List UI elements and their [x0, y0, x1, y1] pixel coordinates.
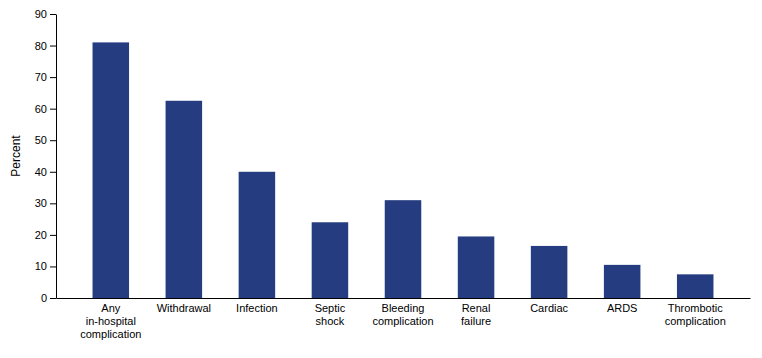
y-tick-label: 70: [35, 71, 47, 83]
x-tick: Withdrawal: [157, 302, 211, 314]
bar: [531, 246, 568, 298]
y-tick-mark: [50, 172, 56, 173]
x-tick-label-line: complication: [665, 315, 726, 327]
y-axis-title: Percent: [9, 135, 23, 177]
y-tick-mark: [50, 77, 56, 78]
x-tick-label-line: in-hospital: [86, 315, 136, 327]
x-tick: Cardiac: [530, 302, 568, 314]
x-tick-label-line: Infection: [236, 302, 278, 314]
y-tick-mark: [50, 109, 56, 110]
x-tick-label-line: complication: [372, 315, 433, 327]
x-tick-label: ARDS: [607, 302, 638, 314]
x-tick-label-line: Septic: [315, 302, 346, 314]
y-tick-label: 0: [41, 292, 47, 304]
axis-domain: [56, 15, 57, 299]
x-tick: Septicshock: [315, 302, 346, 327]
y-tick-label: 50: [35, 134, 47, 146]
bar: [385, 200, 422, 298]
y-tick-mark: [50, 266, 56, 267]
y-tick: 50: [35, 134, 56, 146]
y-tick-label: 30: [35, 197, 47, 209]
x-tick: Renalfailure: [461, 302, 491, 327]
x-tick-label-line: Withdrawal: [157, 302, 211, 314]
x-tick-label: Anyin-hospitalcomplication: [80, 302, 141, 340]
y-tick: 10: [35, 260, 56, 272]
plot: 0102030405060708090Anyin-hospitalcomplic…: [35, 8, 751, 340]
y-tick-label: 10: [35, 260, 47, 272]
y-tick: 90: [35, 8, 56, 20]
y-tick: 80: [35, 40, 56, 52]
x-tick: Infection: [236, 302, 278, 314]
x-tick-label: Infection: [236, 302, 278, 314]
x-axis: Anyin-hospitalcomplicationWithdrawalInfe…: [57, 299, 751, 341]
bars: [93, 42, 714, 298]
y-tick-mark: [50, 14, 56, 15]
y-tick: 0: [41, 292, 56, 304]
x-tick: Thromboticcomplication: [665, 302, 726, 327]
bar: [458, 236, 495, 298]
y-axis: 0 10 20 30 40 50 60 70 80 90: [35, 8, 57, 304]
x-tick: ARDS: [607, 302, 638, 314]
y-tick-label: 40: [35, 166, 47, 178]
bar: [604, 265, 641, 298]
x-tick-label: Septicshock: [315, 302, 346, 327]
y-tick: 60: [35, 103, 56, 115]
x-tick-label: Thromboticcomplication: [665, 302, 726, 327]
x-tick-label-line: failure: [461, 315, 491, 327]
x-tick-label-line: Bleeding: [382, 302, 425, 314]
x-tick: Bleedingcomplication: [372, 302, 433, 327]
bar: [166, 101, 203, 298]
y-tick-label: 60: [35, 103, 47, 115]
y-tick-label: 20: [35, 229, 47, 241]
axis-domain: [57, 298, 751, 299]
x-tick-label-line: complication: [80, 328, 141, 340]
x-tick-label-line: Any: [101, 302, 120, 314]
y-tick-mark: [50, 203, 56, 204]
y-tick-label: 80: [35, 40, 47, 52]
bar: [312, 222, 349, 298]
x-tick-label: Renalfailure: [461, 302, 491, 327]
y-tick: 20: [35, 229, 56, 241]
y-tick: 30: [35, 197, 56, 209]
y-tick: 70: [35, 71, 56, 83]
x-tick-label: Bleedingcomplication: [372, 302, 433, 327]
y-tick-mark: [50, 235, 56, 236]
y-tick-mark: [50, 46, 56, 47]
y-tick-label: 90: [35, 8, 47, 20]
bar: [239, 172, 276, 298]
y-tick-mark: [50, 298, 56, 299]
x-tick-label-line: Renal: [462, 302, 491, 314]
x-tick-label-line: shock: [316, 315, 345, 327]
x-tick-label: Cardiac: [530, 302, 568, 314]
x-tick-label-line: Cardiac: [530, 302, 568, 314]
x-tick-label: Withdrawal: [157, 302, 211, 314]
y-tick: 40: [35, 166, 56, 178]
x-tick-label-line: ARDS: [607, 302, 638, 314]
y-tick-mark: [50, 140, 56, 141]
x-tick-label-line: Thrombotic: [668, 302, 724, 314]
chart: 0102030405060708090Anyin-hospitalcomplic…: [0, 0, 762, 358]
x-tick: Anyin-hospitalcomplication: [80, 302, 141, 340]
bar: [677, 274, 714, 298]
bar: [93, 42, 130, 298]
